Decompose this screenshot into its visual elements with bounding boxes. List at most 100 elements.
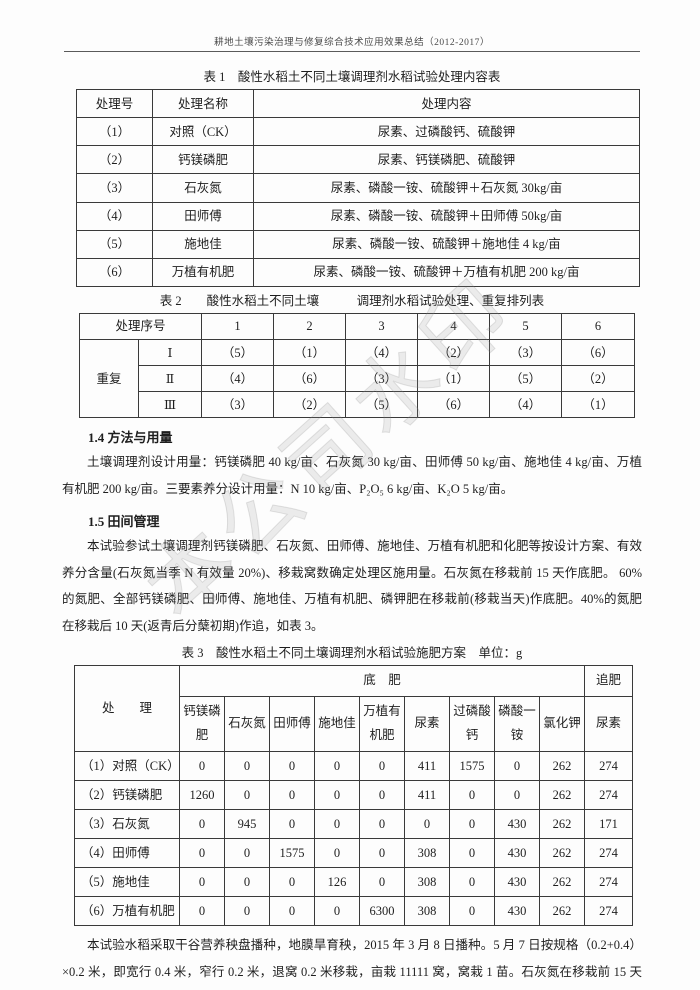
- table-cell: 0: [224, 896, 270, 927]
- table1-caption: 表 1 酸性水稻土不同土壤调理剂水稻试验处理内容表: [203, 70, 501, 84]
- table-header-cell: 处理名称: [152, 88, 254, 119]
- table-cell: 重复: [79, 338, 139, 419]
- table-header-cell: 施地佳: [314, 696, 360, 752]
- table-cell: （1）: [417, 365, 491, 393]
- table-cell: 0: [224, 779, 270, 810]
- table-cell: 0: [224, 837, 270, 869]
- table-header-cell: 1: [201, 312, 275, 341]
- table-header-cell: 处理内容: [253, 88, 640, 119]
- table-cell: （2）钙镁磷肥: [74, 779, 180, 810]
- table-cell: 0: [449, 837, 495, 869]
- table-cell: （5）施地佳: [74, 867, 180, 898]
- table-cell: 274: [584, 867, 634, 898]
- table-cell: （3）: [76, 173, 153, 203]
- replication-layout-table: 处理序号 1 2 3 4 5 6 重复 Ⅰ （5） （1） （4） （2） （3…: [78, 312, 636, 419]
- table-cell: 430: [494, 867, 540, 898]
- table-row: （1） 对照（CK） 尿素、过磷酸钙、硫酸钾: [76, 117, 640, 147]
- table-header-cell: 处 理: [74, 665, 180, 752]
- table-cell: 0: [359, 867, 405, 898]
- table-cell: 0: [359, 808, 405, 840]
- table-header-cell: 尿素: [404, 696, 450, 752]
- table-cell: （5）: [76, 229, 153, 259]
- table-cell: 0: [269, 750, 315, 781]
- table-cell: （4）: [76, 201, 153, 231]
- table-cell: （4）: [201, 365, 275, 393]
- table-cell: （6）: [561, 338, 636, 367]
- fertilization-plan-table: 处 理 底 肥 追肥 钙镁磷肥 石灰氮 田师傅 施地佳 万植有机肥 尿素 过磷酸…: [74, 665, 634, 927]
- table-cell: 0: [449, 867, 495, 898]
- table-cell: 尿素、过磷酸钙、硫酸钾: [253, 117, 640, 147]
- table-header-cell: 万植有机肥: [359, 696, 405, 752]
- table-cell: Ⅰ: [137, 338, 203, 367]
- table-cell: 1575: [449, 750, 495, 781]
- table-row: 处理序号 1 2 3 4 5 6: [78, 312, 636, 341]
- table-cell: （1）对照（CK）: [74, 750, 180, 781]
- table-cell: （4）: [345, 338, 419, 367]
- table-header-cell: 6: [561, 312, 636, 341]
- table-header-cell: 5: [489, 312, 563, 341]
- table-header-cell: 3: [345, 312, 419, 341]
- table-row: （2） 钙镁磷肥 尿素、钙镁磷肥、硫酸钾: [76, 145, 640, 175]
- table-cell: （1）: [273, 338, 347, 367]
- table-cell: 对照（CK）: [152, 117, 254, 147]
- table-cell: 0: [269, 896, 315, 927]
- table-header-cell: 追肥: [584, 665, 634, 698]
- table-cell: 126: [314, 867, 360, 898]
- table-row: （5）施地佳 0 0 0 126 0 308 0 430 262 274: [74, 867, 634, 898]
- table-cell: 274: [584, 750, 634, 781]
- table-cell: 430: [494, 808, 540, 840]
- table-header-cell: 磷酸一铵: [494, 696, 540, 752]
- table-cell: 308: [404, 837, 450, 869]
- table-cell: 0: [224, 867, 270, 898]
- table-cell: 308: [404, 867, 450, 898]
- table-cell: 262: [538, 896, 586, 927]
- table-cell: 尿素、磷酸一铵、硫酸钾＋施地佳 4 kg/亩: [253, 229, 640, 259]
- table-cell: 1260: [179, 779, 225, 810]
- table-cell: 0: [449, 896, 495, 927]
- section-heading-1-4: 1.4 方法与用量: [88, 430, 173, 446]
- table2-caption: 表 2 酸性水稻土不同土壤 调理剂水稻试验处理、重复排列表: [159, 293, 545, 308]
- table-cell: 0: [359, 837, 405, 869]
- table-row: 处理号 处理名称 处理内容: [76, 88, 640, 119]
- table-cell: （5）: [201, 338, 275, 367]
- table-cell: 262: [538, 808, 586, 840]
- table-row: （4） 田师傅 尿素、磷酸一铵、硫酸钾＋田师傅 50kg/亩: [76, 201, 640, 231]
- table-cell: （2）: [76, 145, 153, 175]
- table-cell: 0: [179, 867, 225, 898]
- table-cell: 1575: [269, 837, 315, 869]
- table-cell: 田师傅: [152, 201, 254, 231]
- table-header-cell: 田师傅: [269, 696, 315, 752]
- table-cell: 0: [494, 779, 540, 810]
- table-cell: 262: [538, 837, 586, 869]
- table-header-cell: 过磷酸钙: [449, 696, 495, 752]
- table-cell: （5）: [489, 365, 563, 393]
- table-cell: Ⅲ: [137, 391, 203, 419]
- treatment-content-table: 处理号 处理名称 处理内容 （1） 对照（CK） 尿素、过磷酸钙、硫酸钾 （2）…: [76, 88, 640, 287]
- table-cell: （2）: [273, 391, 347, 419]
- paragraph-methods: 土壤调理剂设计用量：钙镁磷肥 40 kg/亩、石灰氮 30 kg/亩、田师傅 5…: [62, 455, 642, 496]
- table-cell: 0: [449, 779, 495, 810]
- table-cell: 411: [404, 750, 450, 781]
- table-cell: （6）: [417, 391, 491, 419]
- table-cell: 411: [404, 779, 450, 810]
- table-cell: 262: [538, 750, 586, 781]
- table-cell: （3）: [201, 391, 275, 419]
- table-cell: 0: [179, 808, 225, 840]
- table-cell: 尿素、磷酸一铵、硫酸钾＋万植有机肥 200 kg/亩: [253, 257, 640, 287]
- table-cell: 石灰氮: [152, 173, 254, 203]
- table-cell: （3）石灰氮: [74, 808, 180, 840]
- table-cell: 171: [584, 808, 634, 840]
- table-cell: 274: [584, 837, 634, 869]
- table-header-cell: 4: [417, 312, 491, 341]
- table-cell: （6）: [76, 257, 153, 287]
- table-header-cell: 尿素: [584, 696, 634, 752]
- table-row: Ⅱ （4） （6） （3） （1） （5） （2）: [80, 365, 636, 393]
- table-row: （1）对照（CK） 0 0 0 0 0 411 1575 0 262 274: [74, 750, 634, 781]
- table-cell: 0: [314, 896, 360, 927]
- table-cell: 262: [538, 779, 586, 810]
- table-cell: 0: [269, 779, 315, 810]
- table-cell: 945: [224, 808, 270, 840]
- table-cell: 尿素、磷酸一铵、硫酸钾＋石灰氮 30kg/亩: [253, 173, 640, 203]
- table-cell: （2）: [561, 365, 636, 393]
- table-cell: （2）: [417, 338, 491, 367]
